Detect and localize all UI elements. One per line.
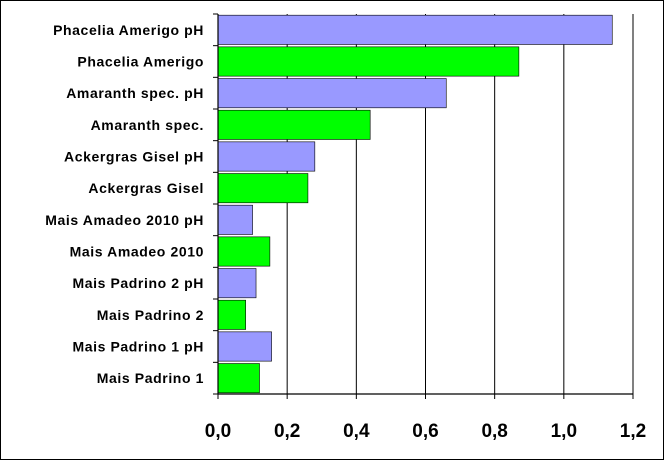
bar-4 <box>217 141 316 172</box>
gridlines <box>286 14 634 394</box>
category-label-1: Phacelia Amerigo <box>77 54 204 70</box>
category-label-7: Mais Amadeo 2010 <box>70 244 204 260</box>
bar-7 <box>217 236 271 267</box>
bar-3 <box>217 109 371 140</box>
bar-6 <box>217 204 253 235</box>
bar-11 <box>217 363 260 394</box>
category-label-11: Mais Padrino 1 <box>97 370 204 386</box>
category-label-8: Mais Padrino 2 pH <box>72 275 204 291</box>
category-label-6: Mais Amadeo 2010 pH <box>45 212 204 228</box>
category-labels: Phacelia Amerigo pH Phacelia Amerigo Amara… <box>45 22 204 386</box>
category-label-9: Mais Padrino 2 <box>97 307 204 323</box>
tick-labels: 0,0 0,2 0,4 0,6 0,8 1,0 1,2 <box>205 421 646 442</box>
bars <box>217 14 613 394</box>
bar-10 <box>217 331 272 362</box>
category-label-5: Ackergras Gisel <box>88 180 204 196</box>
x-tick-label-6: 1,2 <box>620 421 646 442</box>
x-tick-label-4: 0,8 <box>481 421 507 442</box>
bar-8 <box>217 268 257 299</box>
x-tick-label-3: 0,6 <box>412 421 438 442</box>
category-label-3: Amaranth spec. <box>91 117 204 133</box>
x-tick-label-0: 0,0 <box>205 421 231 442</box>
category-label-4: Ackergras Gisel pH <box>64 149 204 165</box>
x-tick-label-2: 0,4 <box>343 421 370 442</box>
x-tick-label-1: 0,2 <box>274 421 300 442</box>
bar-0 <box>217 14 613 45</box>
category-label-10: Mais Padrino 1 pH <box>72 339 204 355</box>
category-label-0: Phacelia Amerigo pH <box>53 22 204 38</box>
bar-9 <box>217 299 246 330</box>
bar-1 <box>217 46 520 77</box>
axes <box>213 13 634 399</box>
category-label-2: Amaranth spec. pH <box>66 85 204 101</box>
bar-2 <box>217 78 447 109</box>
x-tick-label-5: 1,0 <box>551 421 577 442</box>
bar-5 <box>217 173 309 204</box>
